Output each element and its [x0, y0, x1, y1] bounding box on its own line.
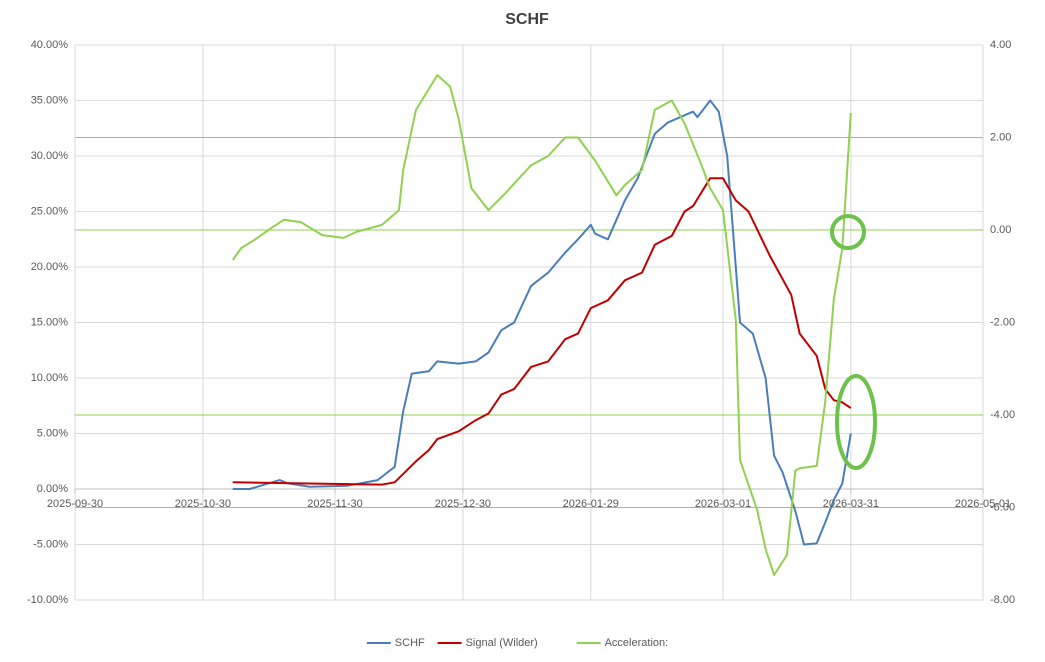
y-tick-label: -5.00% [33, 538, 68, 550]
y-tick-label: 30.00% [31, 150, 69, 162]
y-tick-label: 10.00% [31, 372, 69, 384]
annotation-circle [835, 374, 877, 470]
y2-tick-label: -4.00 [990, 409, 1015, 421]
y-tick-label: 15.00% [31, 316, 69, 328]
x-tick-label: 2026-03-31 [823, 498, 879, 510]
series-line [232, 177, 852, 486]
marks [231, 74, 852, 576]
y-tick-label: 35.00% [31, 94, 69, 106]
annotation-circle [830, 214, 866, 250]
chart-title: SCHF [505, 11, 549, 28]
y2-tick-label: -2.00 [990, 316, 1015, 328]
y-tick-label: 5.00% [37, 427, 68, 439]
x-tick-label: 2026-05-01 [955, 498, 1011, 510]
y2-tick-label: 0.00 [990, 224, 1011, 236]
x-tick-label: 2025-12-30 [435, 498, 491, 510]
grid [74, 44, 984, 601]
series-line [231, 74, 852, 576]
y2-tick-label: 2.00 [990, 131, 1011, 143]
legend-label: Acceleration: [605, 637, 669, 649]
y-tick-label: 0.00% [37, 483, 68, 495]
y2-tick-label: -8.00 [990, 594, 1015, 606]
y-tick-label: -10.00% [27, 594, 68, 606]
x-tick-label: 2025-11-30 [307, 498, 362, 510]
x-tick-label: 2026-03-01 [695, 498, 751, 510]
series-line [232, 99, 852, 546]
y2-tick-label: 4.00 [990, 39, 1011, 51]
legend-label: SCHF [395, 637, 425, 649]
legend-label: Signal (Wilder) [466, 637, 538, 649]
y-tick-label: 25.00% [31, 205, 69, 217]
y-tick-label: 40.00% [31, 39, 69, 51]
x-tick-label: 2025-09-30 [47, 498, 103, 510]
y-tick-label: 20.00% [31, 261, 69, 273]
x-tick-label: 2026-01-29 [563, 498, 619, 510]
y2-tick-label: -6.00 [990, 501, 1015, 513]
x-tick-label: 2025-10-30 [175, 498, 231, 510]
